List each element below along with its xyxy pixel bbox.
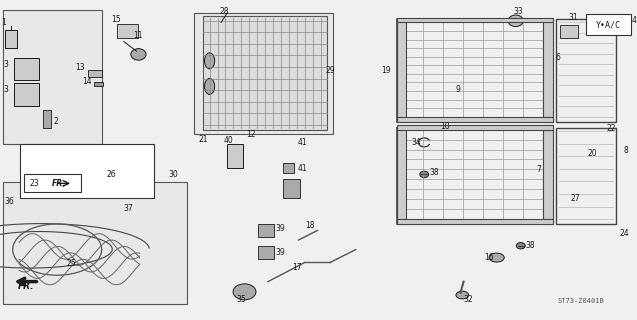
Bar [203, 16, 327, 130]
Bar [397, 18, 552, 22]
Bar [397, 117, 552, 122]
Text: 26: 26 [106, 170, 117, 179]
Text: 38: 38 [526, 241, 536, 250]
Text: 41: 41 [297, 164, 307, 172]
Text: 3: 3 [3, 60, 8, 68]
Text: 8: 8 [624, 146, 629, 155]
Text: 40: 40 [224, 136, 233, 145]
Bar [397, 128, 406, 224]
Bar [555, 19, 616, 122]
Text: 30: 30 [168, 170, 178, 179]
Ellipse shape [420, 171, 429, 178]
Text: 35: 35 [236, 295, 246, 304]
Text: Y•A/C: Y•A/C [596, 20, 621, 29]
Text: 3: 3 [3, 85, 8, 94]
Bar [5, 30, 17, 48]
Text: 23: 23 [30, 179, 39, 188]
Bar [20, 144, 154, 198]
Bar [560, 25, 578, 38]
Bar [94, 82, 103, 86]
Text: FR.: FR. [52, 179, 66, 188]
Ellipse shape [517, 243, 526, 249]
Bar [543, 19, 552, 122]
Text: 12: 12 [247, 130, 256, 139]
Bar [43, 110, 51, 128]
Text: 18: 18 [305, 221, 314, 230]
Text: 7: 7 [536, 165, 541, 174]
Ellipse shape [204, 53, 215, 69]
Text: 2: 2 [54, 117, 58, 126]
Ellipse shape [489, 253, 505, 262]
Text: ST73-Z0401B: ST73-Z0401B [557, 299, 605, 304]
Text: FR.: FR. [18, 282, 34, 291]
Text: 38: 38 [429, 168, 439, 177]
Bar [283, 163, 294, 173]
Text: 1: 1 [1, 18, 6, 27]
Text: 27: 27 [570, 194, 580, 203]
Bar [397, 219, 552, 224]
Bar [88, 70, 102, 77]
Text: 24: 24 [619, 229, 629, 238]
Text: 4: 4 [631, 16, 636, 25]
Bar [3, 10, 102, 144]
Text: 41: 41 [297, 138, 307, 147]
Ellipse shape [456, 291, 469, 299]
Ellipse shape [508, 15, 524, 27]
Bar [227, 144, 243, 168]
Bar [397, 128, 546, 224]
Text: 22: 22 [606, 124, 616, 132]
Ellipse shape [131, 49, 146, 60]
Bar [397, 19, 546, 122]
Bar [585, 14, 631, 35]
Bar [24, 174, 82, 192]
Text: 14: 14 [83, 77, 92, 86]
Text: 39: 39 [276, 224, 285, 233]
Bar [14, 58, 39, 80]
Bar [259, 224, 275, 237]
Text: 9: 9 [456, 85, 461, 94]
Text: 11: 11 [133, 31, 143, 40]
Bar [543, 128, 552, 224]
Bar [397, 19, 406, 122]
Text: 10: 10 [440, 122, 450, 131]
Text: 19: 19 [381, 66, 390, 75]
Bar [397, 125, 552, 130]
Text: 21: 21 [198, 135, 208, 144]
Text: 32: 32 [464, 295, 473, 304]
Bar [259, 246, 275, 259]
Bar [555, 128, 616, 224]
Text: 20: 20 [587, 149, 597, 158]
Text: 34: 34 [412, 138, 421, 147]
Ellipse shape [233, 284, 256, 300]
Ellipse shape [204, 78, 215, 94]
Text: 25: 25 [67, 260, 76, 268]
Text: 31: 31 [568, 13, 578, 22]
Text: 33: 33 [513, 7, 523, 16]
Text: 28: 28 [219, 7, 229, 16]
Text: 17: 17 [292, 263, 302, 272]
Bar [3, 182, 187, 304]
Bar [117, 24, 138, 38]
Text: 6: 6 [555, 53, 561, 62]
Text: 37: 37 [124, 204, 134, 212]
Bar [194, 13, 333, 134]
Bar [283, 179, 301, 198]
Text: 15: 15 [111, 15, 121, 24]
Text: 39: 39 [276, 248, 285, 257]
Text: 36: 36 [4, 197, 14, 206]
Text: 16: 16 [484, 253, 494, 262]
Text: 13: 13 [75, 63, 85, 72]
Bar [14, 83, 39, 106]
Text: 29: 29 [326, 66, 336, 75]
